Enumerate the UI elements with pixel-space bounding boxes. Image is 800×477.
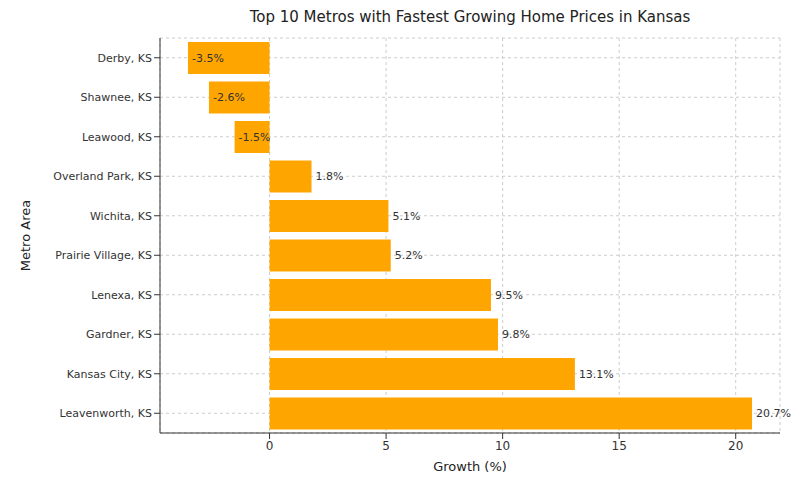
- svg-text:13.1%: 13.1%: [579, 368, 614, 381]
- svg-text:15: 15: [612, 439, 627, 453]
- html-text:Top 10 Metros with Fastest Gro: Top 10 Metros with Fastest Growing Home …: [249, 8, 691, 26]
- svg-text:Lenexa, KS: Lenexa, KS: [91, 289, 152, 302]
- svg-text:9.5%: 9.5%: [495, 289, 523, 302]
- svg-text:5.2%: 5.2%: [395, 249, 423, 262]
- svg-text:9.8%: 9.8%: [502, 328, 530, 341]
- svg-text:Leavenworth, KS: Leavenworth, KS: [60, 407, 152, 420]
- svg-text:Overland Park, KS: Overland Park, KS: [53, 170, 152, 183]
- svg-text:10: 10: [495, 439, 510, 453]
- svg-text:-1.5%: -1.5%: [239, 131, 271, 144]
- svg-text:Growth (%): Growth (%): [433, 459, 507, 474]
- svg-text:Leawood, KS: Leawood, KS: [82, 131, 152, 144]
- svg-text:20.7%: 20.7%: [756, 407, 791, 420]
- svg-text:1.8%: 1.8%: [316, 170, 344, 183]
- svg-text:0: 0: [266, 439, 274, 453]
- svg-text:20: 20: [728, 439, 743, 453]
- svg-text:Derby, KS: Derby, KS: [98, 52, 152, 65]
- svg-text:Wichita, KS: Wichita, KS: [90, 210, 152, 223]
- svg-text:Metro Area: Metro Area: [18, 200, 33, 271]
- svg-text:-2.6%: -2.6%: [213, 91, 245, 104]
- svg-text:Shawnee, KS: Shawnee, KS: [81, 91, 152, 104]
- svg-text:5: 5: [382, 439, 390, 453]
- svg-text:Kansas City, KS: Kansas City, KS: [67, 368, 152, 381]
- svg-text:-3.5%: -3.5%: [192, 52, 224, 65]
- svg-text:5.1%: 5.1%: [392, 210, 420, 223]
- svg-text:Prairie Village, KS: Prairie Village, KS: [55, 249, 152, 262]
- svg-text:Gardner, KS: Gardner, KS: [86, 328, 152, 341]
